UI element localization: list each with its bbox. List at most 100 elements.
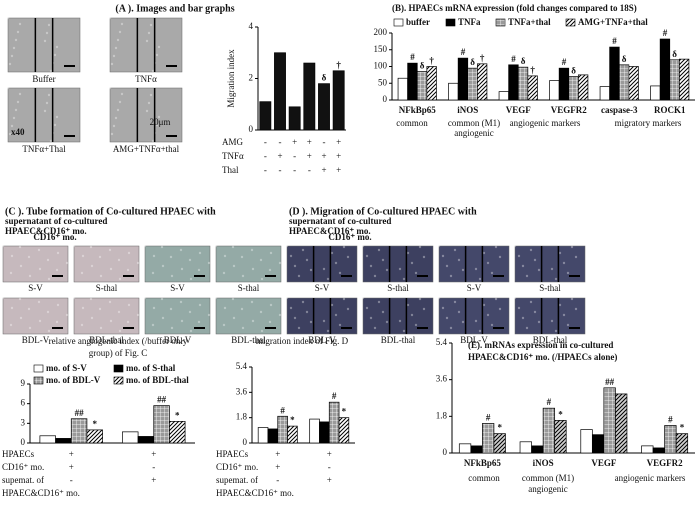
texture (441, 254, 445, 258)
image-label: BDL-thal (231, 335, 266, 345)
texture (6, 16, 10, 20)
significance-mark: ## (75, 408, 85, 418)
texture (151, 69, 155, 73)
texture (10, 306, 14, 310)
y-axis-label: Migration index (226, 49, 236, 108)
bar (257, 427, 269, 444)
texture (108, 300, 112, 304)
bar (519, 441, 532, 454)
bar (318, 83, 330, 131)
texture (18, 22, 22, 26)
bar (659, 38, 671, 101)
significance-mark: # (486, 413, 491, 423)
bar (338, 417, 350, 444)
bar (267, 428, 279, 444)
texture (214, 296, 218, 300)
texture (145, 39, 149, 43)
texture (46, 258, 50, 262)
texture (89, 245, 93, 249)
texture (56, 303, 60, 307)
texture (38, 319, 42, 323)
texture (525, 274, 529, 278)
bar (531, 445, 544, 454)
texture (490, 323, 494, 327)
texture (170, 274, 174, 278)
condition-mark: - (152, 462, 155, 472)
texture (65, 313, 69, 317)
significance-mark: δ (571, 66, 576, 76)
texture (8, 132, 12, 136)
texture (37, 248, 41, 252)
condition-mark: - (70, 475, 73, 485)
bar (328, 401, 340, 444)
y-tick-label: 0 (383, 94, 388, 104)
texture (554, 329, 558, 333)
texture (108, 86, 112, 90)
bar (39, 435, 56, 444)
texture (147, 31, 151, 35)
group-label: angiogenic (528, 484, 568, 494)
texture (180, 267, 184, 271)
significance-mark: # (280, 405, 285, 415)
texture (406, 251, 410, 255)
bar (591, 434, 605, 454)
image-label: S-thal (238, 283, 260, 293)
texture (152, 306, 156, 310)
image-label: BDL-V (308, 335, 336, 345)
bar (675, 433, 689, 454)
chart-title: HPAEC&CD16⁺ mo. (/HPAECs alone) (468, 352, 617, 362)
image-label: S-thal (387, 283, 409, 293)
texture (232, 264, 236, 268)
texture (114, 46, 118, 50)
y-tick-label: 100 (374, 61, 388, 71)
condition-label: AMG (222, 137, 244, 147)
texture (525, 326, 529, 330)
texture (98, 255, 102, 259)
texture (418, 245, 422, 249)
texture (240, 307, 244, 311)
texture (55, 45, 59, 49)
texture (570, 245, 574, 249)
image-label: S-V (170, 283, 185, 293)
significance-mark: δ (420, 61, 425, 71)
texture (402, 277, 406, 281)
condition-label: HPAEC&CD16⁺ mo. (216, 488, 294, 498)
bar (287, 425, 298, 444)
texture (110, 132, 114, 136)
bar (153, 405, 170, 444)
texture (342, 297, 346, 301)
texture (414, 323, 418, 327)
texture (297, 274, 301, 278)
texture (222, 271, 226, 275)
texture (550, 267, 554, 271)
x-tick-label: iNOS (533, 458, 554, 468)
texture (80, 271, 84, 275)
texture (285, 244, 289, 248)
texture (445, 316, 449, 320)
texture (259, 258, 263, 262)
texture (422, 307, 426, 311)
texture (482, 303, 486, 307)
texture (152, 254, 156, 258)
chart-title: relative angiogenic index (/buffer only (49, 336, 188, 346)
texture (161, 264, 165, 268)
condition-mark: + (336, 165, 341, 175)
significance-mark: δ (622, 54, 627, 64)
texture (268, 268, 272, 272)
condition-mark: + (275, 462, 280, 472)
texture (27, 307, 31, 311)
condition-mark: - (276, 475, 279, 485)
texture (1, 296, 5, 300)
image-label: Buffer (32, 74, 55, 84)
texture (260, 277, 264, 281)
texture (301, 248, 305, 252)
image-label: AMG+TNFα+thal (113, 144, 180, 154)
texture (108, 248, 112, 252)
significance-mark: * (680, 423, 685, 433)
bar (122, 431, 139, 444)
bar (498, 91, 510, 101)
micrograph (7, 17, 81, 73)
bar (467, 67, 478, 101)
panel-title: (A ). Images and bar graphs (115, 3, 234, 14)
